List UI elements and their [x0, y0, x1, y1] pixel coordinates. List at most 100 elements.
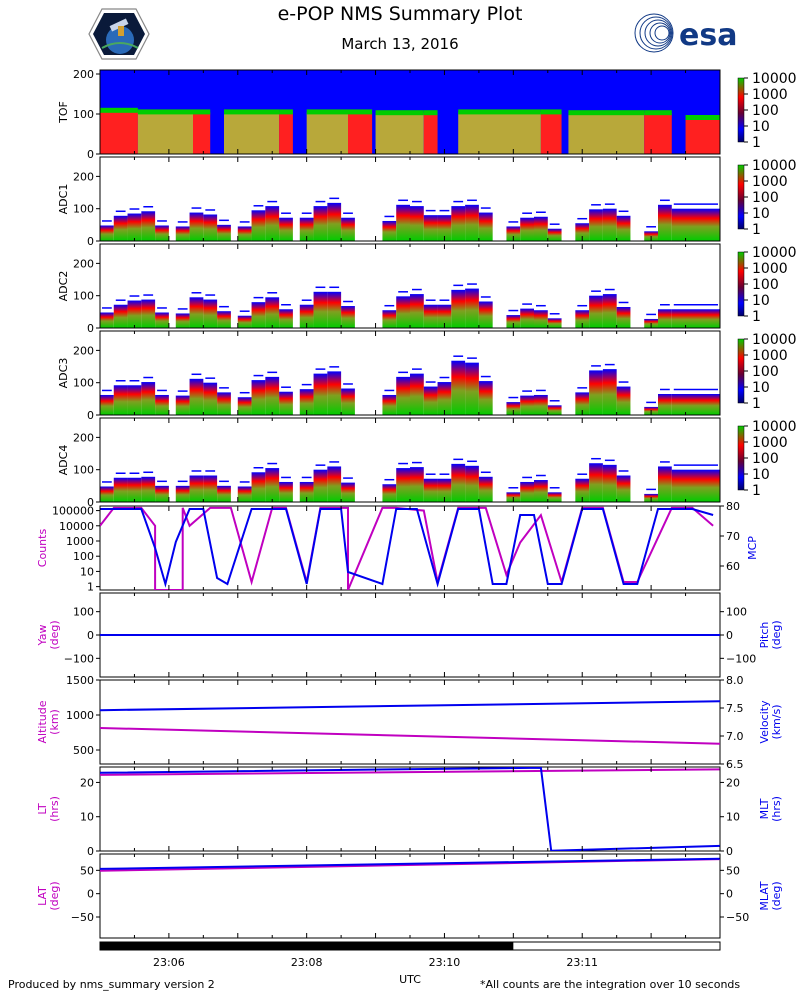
adc2-bar — [410, 294, 424, 328]
adc2-bar — [534, 310, 548, 328]
adc4-bar — [313, 469, 328, 502]
lt-mlt-series-mlt — [100, 767, 720, 851]
adc2-bar — [217, 311, 231, 328]
adc2-bar — [520, 308, 534, 328]
altitude-velocity-series-altitude — [100, 727, 720, 745]
adc3-bar — [658, 394, 672, 415]
adc1-bar — [382, 220, 397, 241]
tof-peak-band — [279, 109, 293, 115]
tof-bar — [375, 113, 424, 154]
adc1-bar — [465, 204, 479, 241]
counts-mcp-frame — [99, 505, 721, 591]
adc3-bar — [127, 385, 142, 415]
esa-logo: esa — [634, 13, 737, 53]
adc1-colorbar-label: 10 — [752, 206, 770, 222]
adc1-bar — [396, 204, 410, 241]
adc2-bar — [155, 312, 169, 328]
adc3-bar — [410, 373, 424, 415]
lat-mlat-right-ytick-label: −50 — [726, 911, 749, 924]
adc1-bar — [299, 217, 314, 241]
adc2-colorbar-label: 1000 — [752, 261, 788, 277]
altitude-velocity-right-ytick-label: 7.5 — [726, 702, 744, 715]
adc3-bar — [299, 389, 314, 415]
adc1-ylabel: ADC1 — [57, 184, 70, 215]
yaw-pitch-right-label: Pitch (deg) — [758, 620, 783, 649]
adc2-bar — [237, 315, 252, 328]
lt-mlt-left-ytick-label: 0 — [87, 845, 94, 858]
adc2-colorbar-label: 1 — [752, 309, 761, 325]
adc1-bar — [589, 209, 603, 241]
adc3-bar — [423, 386, 438, 415]
lt-mlt-left-ytick-label: 20 — [80, 776, 94, 789]
adc2-bar — [327, 291, 342, 328]
adc4-bar — [382, 484, 397, 502]
adc3-bar — [671, 394, 720, 415]
utc-tick-label: 23:08 — [291, 956, 323, 969]
adc2-ytick-label: 100 — [73, 290, 94, 303]
adc1-bar — [547, 228, 562, 241]
adc3-bar — [478, 381, 493, 415]
adc2-bar — [589, 295, 603, 328]
altitude-velocity-right-label: Velocity (km/s) — [758, 700, 783, 744]
tof-peak-band — [348, 109, 373, 115]
plot-panels: 0100200TOF1000010001001010100200ADC11000… — [36, 68, 797, 986]
adc1-bar — [217, 224, 231, 241]
adc2-bar — [382, 310, 397, 328]
lt-mlt-left-ytick-label: 10 — [80, 811, 94, 824]
tof-peak-band — [685, 115, 720, 120]
counts-mcp-left-ytick-label: 100000 — [52, 505, 94, 518]
adc3-colorbar-label: 10 — [752, 380, 770, 396]
lt-mlt-right-label-line: (hrs) — [770, 796, 783, 822]
adc4-ylabel-line: ADC4 — [57, 445, 70, 476]
counts-mcp-right-ytick-label: 60 — [726, 560, 740, 573]
adc4-bar — [589, 463, 603, 502]
counts-mcp-left-ytick-label: 1000 — [66, 535, 94, 548]
adc2-colorbar — [737, 251, 745, 317]
adc2-ytick-label: 0 — [87, 322, 94, 335]
adc4-colorbar-label: 10000 — [752, 419, 797, 435]
adc2-colorbar-label: 10000 — [752, 245, 797, 261]
adc3-bar — [520, 395, 534, 415]
adc2-bar — [141, 299, 156, 328]
adc2-bar — [616, 307, 631, 328]
adc3-bar — [506, 402, 521, 415]
adc4-bar — [616, 475, 631, 502]
plot-date: March 13, 2016 — [341, 35, 459, 53]
adc3-ytick-label: 100 — [73, 377, 94, 390]
altitude-velocity-right-label-line: Velocity — [758, 700, 771, 744]
adc4-bar — [155, 485, 169, 502]
lat-mlat-right-ytick-label: 0 — [726, 888, 733, 901]
adc4-bar — [658, 466, 672, 502]
altitude-velocity-right-label-line: (km/s) — [770, 704, 783, 739]
lat-mlat-right-ytick-label: 50 — [726, 864, 740, 877]
tof-peak-band — [375, 110, 424, 116]
tof-bar — [685, 118, 720, 154]
lt-mlt-right-label-line: MLT — [758, 798, 771, 819]
lat-mlat-right-label-line: MLAT — [758, 881, 771, 911]
adc2-bar — [506, 315, 521, 328]
adc3-bar — [251, 380, 266, 415]
yaw-pitch-left-label: Yaw (deg) — [36, 620, 61, 649]
counts-mcp-series-mcp — [100, 508, 714, 588]
tof-peak-band — [568, 110, 645, 116]
adc1-bar — [506, 226, 521, 241]
adc4-ytick-label: 0 — [87, 496, 94, 509]
adc4-bar — [251, 472, 266, 502]
adc3-bar — [327, 371, 342, 415]
altitude-velocity-left-ytick-label: 1500 — [66, 674, 94, 687]
tof-bar — [279, 112, 293, 154]
adc4-colorbar-label: 100 — [752, 451, 779, 467]
adc2-bar — [671, 309, 720, 328]
utc-tick-label: 23:06 — [153, 956, 185, 969]
tof-bar — [306, 112, 348, 154]
adc3-bar — [100, 394, 114, 415]
tof-bar — [423, 113, 438, 154]
adc3-bar — [141, 382, 156, 415]
adc2-ytick-label: 200 — [73, 257, 94, 270]
tof-ylabel-line: TOF — [57, 101, 70, 124]
tof-colorbar — [737, 77, 745, 143]
adc1-bar — [423, 215, 438, 241]
lt-mlt-right-ytick-label: 20 — [726, 776, 740, 789]
altitude-velocity-series-velocity — [100, 700, 720, 712]
